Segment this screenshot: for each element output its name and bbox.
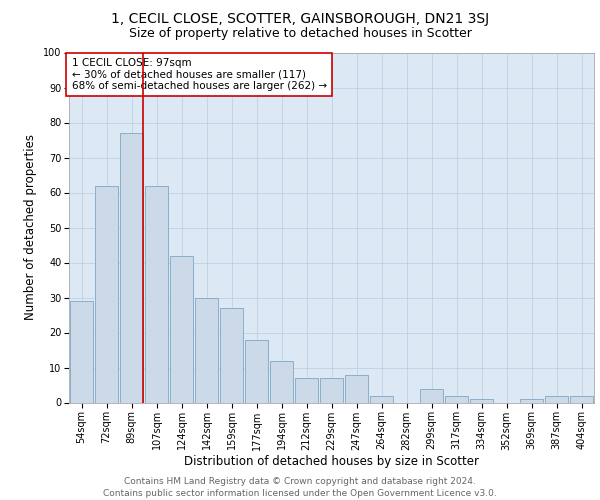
Bar [170, 256, 193, 402]
Bar [570, 396, 593, 402]
Bar [70, 301, 93, 402]
Bar [220, 308, 243, 402]
Bar [420, 388, 443, 402]
Bar [445, 396, 468, 402]
Bar [545, 396, 568, 402]
Text: 1, CECIL CLOSE, SCOTTER, GAINSBOROUGH, DN21 3SJ: 1, CECIL CLOSE, SCOTTER, GAINSBOROUGH, D… [111, 12, 489, 26]
Y-axis label: Number of detached properties: Number of detached properties [25, 134, 37, 320]
Bar [145, 186, 168, 402]
Bar [120, 133, 143, 402]
Bar [270, 360, 293, 403]
X-axis label: Distribution of detached houses by size in Scotter: Distribution of detached houses by size … [184, 455, 479, 468]
Bar [95, 186, 118, 402]
Text: Size of property relative to detached houses in Scotter: Size of property relative to detached ho… [128, 28, 472, 40]
Bar [370, 396, 393, 402]
Bar [345, 374, 368, 402]
Bar [470, 399, 493, 402]
Text: 1 CECIL CLOSE: 97sqm
← 30% of detached houses are smaller (117)
68% of semi-deta: 1 CECIL CLOSE: 97sqm ← 30% of detached h… [71, 58, 327, 91]
Bar [245, 340, 268, 402]
Bar [320, 378, 343, 402]
Bar [295, 378, 318, 402]
Bar [195, 298, 218, 403]
Bar [520, 399, 543, 402]
Text: Contains HM Land Registry data © Crown copyright and database right 2024.
Contai: Contains HM Land Registry data © Crown c… [103, 476, 497, 498]
